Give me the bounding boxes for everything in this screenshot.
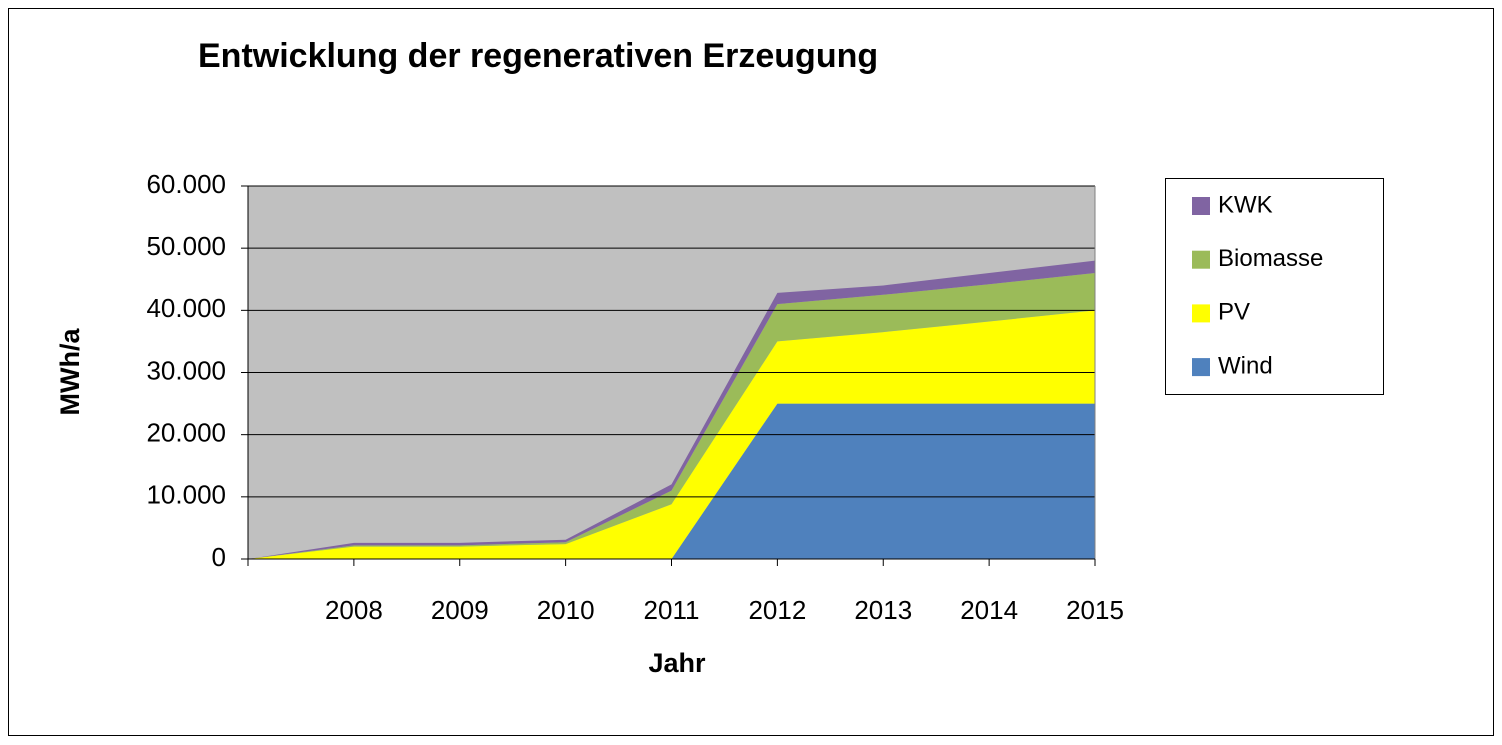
legend-swatch: [1192, 304, 1210, 323]
legend-swatch: [1192, 197, 1210, 215]
x-tick-label: 2012: [748, 595, 806, 625]
x-tick-label: 2015: [1066, 595, 1124, 625]
legend-label: KWK: [1218, 191, 1273, 218]
x-tick-label: 2010: [537, 595, 595, 625]
area: [248, 403, 1095, 559]
x-tick-label: 2014: [960, 595, 1018, 625]
y-tick-label: 0: [212, 542, 226, 572]
x-axis-label: Jahr: [648, 648, 706, 678]
y-tick-label: 30.000: [146, 355, 226, 385]
y-axis-label: MWh/a: [55, 328, 85, 416]
y-tick-label: 50.000: [146, 231, 226, 261]
legend-label: Wind: [1218, 352, 1273, 379]
y-tick-label: 20.000: [146, 418, 226, 448]
legend-swatch: [1192, 250, 1210, 269]
x-tick-label: 2009: [431, 595, 489, 625]
y-tick-label: 40.000: [146, 293, 226, 323]
x-tick-label: 2013: [854, 595, 912, 625]
legend-label: PV: [1218, 299, 1250, 326]
chart-title: Entwicklung der regenerativen Erzeugung: [198, 37, 878, 75]
area: [248, 273, 1095, 559]
legend-label: Biomasse: [1218, 245, 1323, 272]
y-tick-label: 60.000: [146, 169, 226, 199]
x-tick-label: 2011: [644, 595, 700, 625]
legend-swatch: [1192, 358, 1210, 377]
y-tick-label: 10.000: [146, 480, 226, 510]
x-tick-label: 2008: [325, 595, 383, 625]
